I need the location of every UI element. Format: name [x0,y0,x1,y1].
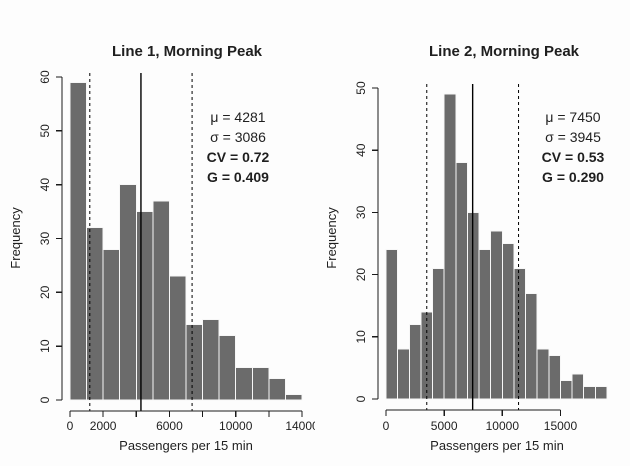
x-axis [69,410,303,417]
histogram-bar [284,394,303,401]
y-tick-label: 40 [38,178,52,192]
histogram-bar [501,243,515,400]
x-tick-label: 5000 [431,419,458,433]
y-tick-label: 10 [354,330,368,344]
histogram-bar [478,249,492,400]
stats-annotation: σ = 3945 [545,129,601,145]
histogram-panel-line1: Line 1, Morning Peak 0 10 20 30 40 50 60 0 2000 60… [8,43,315,453]
y-tick-label: 30 [38,232,52,246]
y-axis-label: Frequency [8,207,23,269]
histogram-bar [385,249,399,400]
y-tick-label: 40 [354,143,368,157]
histogram-bar [251,367,270,401]
y-axis [56,76,63,401]
histogram-bar [119,184,137,401]
histogram-bar [202,318,220,401]
histogram-bar [432,267,445,400]
y-tick-label: 20 [38,285,52,299]
histogram-bar [218,334,237,401]
y-tick-label: 50 [38,124,52,138]
histogram-bar [490,230,503,400]
histogram-panel-line2: Line 2, Morning Peak 0 10 20 30 40 50 0 5000 1000… [324,43,608,453]
histogram-bar [397,348,410,400]
histogram-bar [513,267,527,400]
x-tick-label: 10000 [219,419,253,433]
histogram-bar [571,373,585,400]
histogram-bar [185,324,204,401]
histogram-bar [536,348,550,400]
histogram-bar [548,354,561,400]
histogram-bar [168,275,187,401]
plot-title: Line 1, Morning Peak [112,43,263,60]
y-tick-label: 10 [38,339,52,353]
x-tick-label: 0 [67,419,74,433]
x-axis-label: Passengers per 15 min [430,438,564,453]
histogram-bar [525,292,538,400]
histogram-bars [69,81,303,401]
y-tick-label: 50 [354,81,368,95]
x-tick-label: 15000 [544,419,578,433]
stats-annotation: σ = 3086 [210,129,266,145]
histogram-bar [594,386,608,400]
histogram-bar [408,323,422,400]
y-axis-label: Frequency [324,207,339,269]
y-axis [372,87,379,400]
histogram-bar [443,93,457,400]
x-tick-label: 0 [383,419,390,433]
histogram-bar [69,81,88,401]
y-tick-label: 0 [38,396,52,403]
histogram-bar [86,227,104,401]
x-tick-label: 10000 [486,419,520,433]
histogram-bar [102,248,121,401]
histogram-bar [135,211,154,401]
histogram-bar [583,386,596,400]
stats-annotation: CV = 0.53 [542,149,605,165]
histogram-bar [268,377,286,401]
stats-annotation: μ = 4281 [210,109,265,125]
histogram-bar [152,200,170,401]
y-tick-label: 60 [38,70,52,84]
plot-title: Line 2, Morning Peak [429,43,580,60]
x-axis [385,409,562,416]
y-tick-label: 30 [354,205,368,219]
x-tick-label: 6000 [156,419,183,433]
x-axis-label: Passengers per 15 min [119,438,253,453]
histogram-bar [455,162,468,400]
stats-annotation: G = 0.290 [542,169,604,185]
stats-annotation: μ = 7450 [545,109,600,125]
histogram-bar [235,367,253,401]
y-tick-label: 0 [354,395,368,402]
stats-annotation: CV = 0.72 [207,149,270,165]
histogram-bar [559,379,573,400]
y-tick-label: 20 [354,268,368,282]
stats-annotation: G = 0.409 [207,169,269,185]
x-tick-label: 14000 [285,419,315,433]
x-tick-label: 2000 [90,419,117,433]
